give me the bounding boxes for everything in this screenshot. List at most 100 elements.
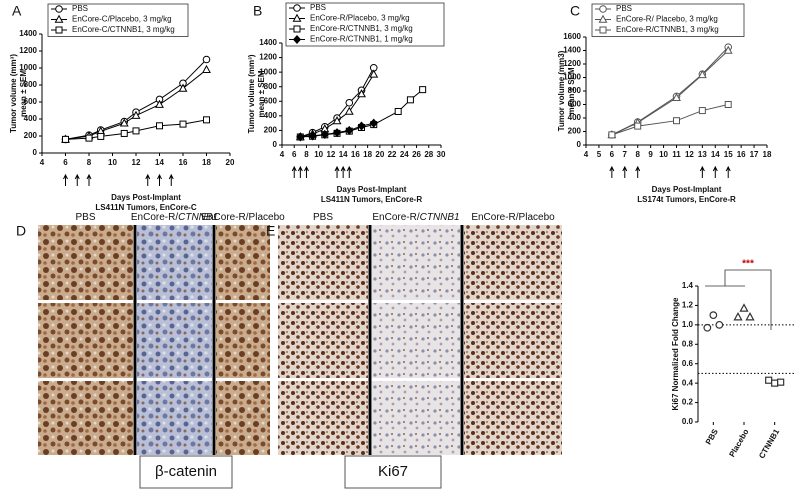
x-tick-label: 8 bbox=[635, 150, 640, 159]
micrograph bbox=[38, 303, 133, 378]
y-tick-label: 1000 bbox=[563, 73, 581, 82]
micrograph bbox=[137, 381, 212, 455]
x-tick-label: 10 bbox=[108, 158, 117, 167]
marker bbox=[296, 132, 305, 142]
y-tick-label: 1200 bbox=[259, 53, 277, 62]
y-axis-title-line: mean ± SEM bbox=[257, 70, 266, 117]
marker bbox=[345, 98, 354, 107]
x-axis-title: Days Post-Implant bbox=[652, 185, 722, 194]
legend-label: EnCore-R/Placebo, 3 mg/kg bbox=[310, 14, 410, 23]
x-tick-label: 14 bbox=[711, 150, 720, 159]
marker bbox=[178, 83, 188, 92]
y-tick-label: 1200 bbox=[19, 46, 37, 55]
marker bbox=[344, 106, 354, 115]
marker bbox=[292, 34, 302, 45]
marker bbox=[293, 4, 301, 12]
micrograph bbox=[278, 225, 368, 300]
marker bbox=[608, 131, 616, 139]
y-tick-label: 400 bbox=[24, 114, 38, 123]
x-tick-label: 15 bbox=[724, 150, 733, 159]
column-label: PBS bbox=[313, 212, 333, 223]
x-tick-label: 30 bbox=[437, 150, 446, 159]
micrograph bbox=[372, 225, 460, 300]
x-tick-label: 4 bbox=[280, 150, 285, 159]
y-axis-title-line: Tumor volume (mm³) bbox=[9, 54, 18, 133]
marker bbox=[723, 45, 733, 54]
micrograph bbox=[464, 303, 562, 378]
x-tick-label: 20 bbox=[226, 158, 235, 167]
x-axis-title: Days Post-Implant bbox=[111, 193, 181, 202]
y-tick-label: 400 bbox=[568, 113, 582, 122]
marker bbox=[599, 26, 607, 34]
micrograph bbox=[216, 225, 270, 300]
dose-arrow bbox=[334, 165, 340, 178]
marker bbox=[777, 378, 785, 386]
y-tick-label: 1.0 bbox=[682, 320, 694, 329]
y-tick-label: 0.8 bbox=[682, 339, 694, 348]
micrograph bbox=[464, 381, 562, 455]
legend-label: PBS bbox=[310, 3, 326, 12]
marker bbox=[293, 25, 301, 33]
column-label-italic: CTNNB1 bbox=[420, 212, 460, 223]
marker bbox=[715, 320, 724, 329]
legend-label: EnCore-C/CTNNB1, 3 mg/kg bbox=[72, 25, 175, 34]
legend-label: EnCore-C/Placebo, 3 mg/kg bbox=[72, 15, 172, 24]
y-tick-label: 0.0 bbox=[682, 417, 694, 426]
x-tick-label: 18 bbox=[763, 150, 772, 159]
marker bbox=[634, 122, 642, 130]
column-label-part: EnCore-R/Placebo bbox=[471, 212, 555, 223]
micrograph bbox=[372, 381, 460, 455]
dose-arrow bbox=[291, 165, 297, 178]
legend-label: PBS bbox=[72, 4, 88, 13]
y-tick-label: 1000 bbox=[19, 63, 37, 72]
marker bbox=[765, 376, 773, 384]
marker bbox=[62, 135, 69, 143]
marker bbox=[85, 134, 93, 142]
dose-arrow bbox=[63, 173, 68, 186]
panel-label: C bbox=[570, 3, 580, 19]
legend-label: EnCore-R/CTNNB1, 3 mg/kg bbox=[310, 24, 413, 33]
legend-label: EnCore-R/ Placebo, 3 mg/kg bbox=[616, 15, 718, 24]
significance-bracket bbox=[705, 269, 772, 330]
marker bbox=[703, 323, 712, 332]
marker bbox=[599, 5, 607, 13]
panel-label: E bbox=[266, 223, 275, 239]
micrograph bbox=[372, 303, 460, 378]
x-tick-label: 5 bbox=[597, 150, 602, 159]
marker bbox=[673, 117, 680, 125]
marker bbox=[709, 311, 718, 320]
x-tick-label: 12 bbox=[326, 150, 335, 159]
marker bbox=[120, 129, 128, 137]
micrograph bbox=[38, 381, 133, 455]
dose-arrow bbox=[74, 173, 80, 186]
x-tick-label: 20 bbox=[375, 150, 384, 159]
x-tick-label: 24 bbox=[400, 150, 409, 159]
x-tick-label: CTNNB1 bbox=[757, 427, 781, 460]
marker bbox=[202, 64, 211, 73]
column-label-italic: CTNNB1 bbox=[178, 212, 218, 223]
dose-arrow bbox=[297, 165, 303, 178]
y-tick-label: 1400 bbox=[563, 46, 581, 55]
y-tick-label: 200 bbox=[568, 127, 582, 136]
marker bbox=[598, 14, 608, 23]
marker bbox=[292, 13, 302, 22]
dose-arrow bbox=[86, 173, 92, 186]
marker bbox=[155, 99, 164, 108]
series-line bbox=[611, 104, 729, 136]
marker bbox=[698, 107, 706, 115]
y-axis-title: Ki67 Normalized Fold Change bbox=[671, 297, 680, 410]
legend-label: EnCore-R/CTNNB1, 1 mg/kg bbox=[310, 35, 413, 44]
dose-arrow bbox=[157, 173, 162, 186]
x-tick-label: 8 bbox=[87, 158, 92, 167]
x-tick-label: 10 bbox=[659, 150, 668, 159]
y-tick-label: 0 bbox=[33, 148, 38, 157]
marker bbox=[97, 132, 105, 140]
column-label: EnCore-R/CTNNB1 bbox=[372, 212, 459, 223]
x-tick-label: 17 bbox=[750, 150, 759, 159]
y-axis-title: Tumor volume (mm³)mean ± SEM bbox=[247, 54, 266, 133]
marker bbox=[320, 129, 329, 139]
marker bbox=[672, 92, 681, 102]
marker bbox=[119, 118, 129, 127]
x-tick-label: 18 bbox=[363, 150, 372, 159]
micrograph bbox=[137, 225, 212, 300]
